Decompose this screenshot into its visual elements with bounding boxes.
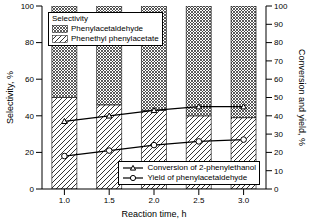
svg-text:20: 20	[274, 148, 283, 157]
svg-text:40: 40	[25, 112, 34, 121]
html-text:Selectivity: Selectivity	[52, 14, 88, 23]
svg-text:3.0: 3.0	[238, 196, 250, 205]
html-text:Conversion of 2-phenylethanol: Conversion of 2-phenylethanol	[147, 163, 256, 172]
svg-text:40: 40	[274, 112, 283, 121]
svg-text:Reaction time, h: Reaction time, h	[121, 209, 186, 219]
html-text:Yield of phenylacetaldehyde: Yield of phenylacetaldehyde	[147, 173, 248, 182]
svg-text:1.5: 1.5	[104, 196, 116, 205]
svg-text:30: 30	[274, 130, 283, 139]
html-text:Phenethyl phenylacetate: Phenethyl phenylacetate	[71, 34, 159, 43]
svg-text:20: 20	[25, 148, 34, 157]
svg-text:60: 60	[274, 75, 283, 84]
svg-text:90: 90	[274, 20, 283, 29]
svg-text:2.5: 2.5	[193, 196, 205, 205]
svg-text:2.0: 2.0	[148, 196, 160, 205]
svg-text:Selectivity, %: Selectivity, %	[5, 71, 15, 124]
svg-text:80: 80	[274, 38, 283, 47]
svg-text:60: 60	[25, 75, 34, 84]
svg-text:100: 100	[21, 2, 35, 11]
svg-text:0: 0	[30, 185, 35, 194]
svg-text:1.0: 1.0	[59, 196, 71, 205]
svg-text:70: 70	[274, 57, 283, 66]
svg-text:0: 0	[274, 185, 279, 194]
svg-text:Conversion and yield, %: Conversion and yield, %	[297, 49, 307, 146]
svg-text:50: 50	[274, 93, 283, 102]
svg-text:80: 80	[25, 38, 34, 47]
svg-text:100: 100	[274, 2, 288, 11]
svg-text:10: 10	[274, 167, 283, 176]
html-text:Phenylacetaldehyde: Phenylacetaldehyde	[71, 24, 144, 33]
